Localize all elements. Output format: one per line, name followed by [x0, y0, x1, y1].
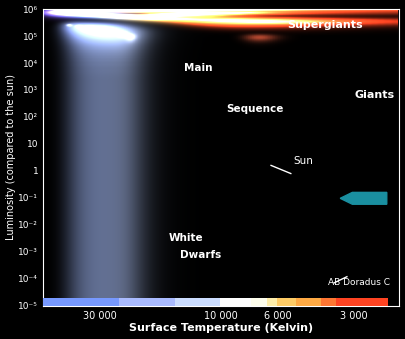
Text: Main: Main	[184, 63, 212, 73]
Y-axis label: Luminosity (compared to the sun): Luminosity (compared to the sun)	[6, 75, 15, 240]
X-axis label: Surface Temperature (Kelvin): Surface Temperature (Kelvin)	[129, 323, 313, 334]
Text: AB Doradus C: AB Doradus C	[328, 278, 390, 287]
Text: Sequence: Sequence	[227, 104, 284, 114]
Text: Sun: Sun	[293, 156, 313, 166]
Text: Dwarfs: Dwarfs	[180, 250, 221, 260]
Text: White: White	[169, 233, 204, 243]
Text: Supergiants: Supergiants	[287, 20, 362, 30]
Text: Giants: Giants	[354, 90, 394, 100]
